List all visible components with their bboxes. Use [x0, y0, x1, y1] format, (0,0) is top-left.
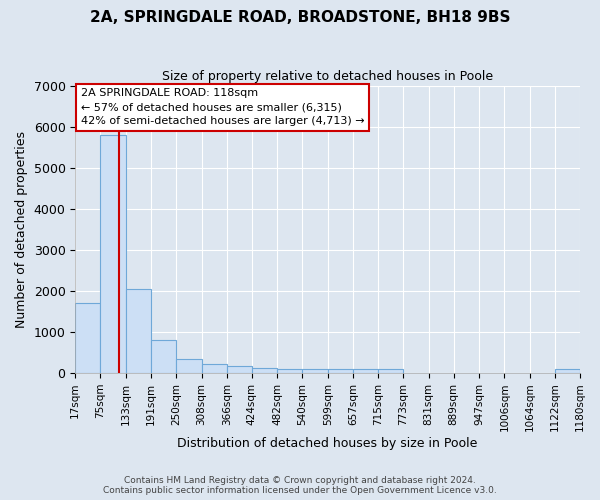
Title: Size of property relative to detached houses in Poole: Size of property relative to detached ho…: [162, 70, 493, 83]
Bar: [555, 369, 580, 373]
Bar: [252, 368, 277, 373]
Text: 2A SPRINGDALE ROAD: 118sqm
← 57% of detached houses are smaller (6,315)
42% of s: 2A SPRINGDALE ROAD: 118sqm ← 57% of deta…: [81, 88, 365, 126]
Y-axis label: Number of detached properties: Number of detached properties: [15, 131, 28, 328]
Bar: [302, 369, 328, 373]
Bar: [75, 303, 100, 373]
Bar: [328, 369, 353, 373]
Bar: [277, 368, 302, 373]
Bar: [100, 135, 125, 373]
Bar: [151, 340, 176, 373]
Text: Contains HM Land Registry data © Crown copyright and database right 2024.
Contai: Contains HM Land Registry data © Crown c…: [103, 476, 497, 495]
Bar: [353, 369, 378, 373]
Bar: [378, 369, 403, 373]
Bar: [227, 366, 252, 373]
Text: 2A, SPRINGDALE ROAD, BROADSTONE, BH18 9BS: 2A, SPRINGDALE ROAD, BROADSTONE, BH18 9B…: [90, 10, 510, 25]
Bar: [125, 289, 151, 373]
X-axis label: Distribution of detached houses by size in Poole: Distribution of detached houses by size …: [178, 437, 478, 450]
Bar: [176, 358, 202, 373]
Bar: [202, 364, 227, 373]
